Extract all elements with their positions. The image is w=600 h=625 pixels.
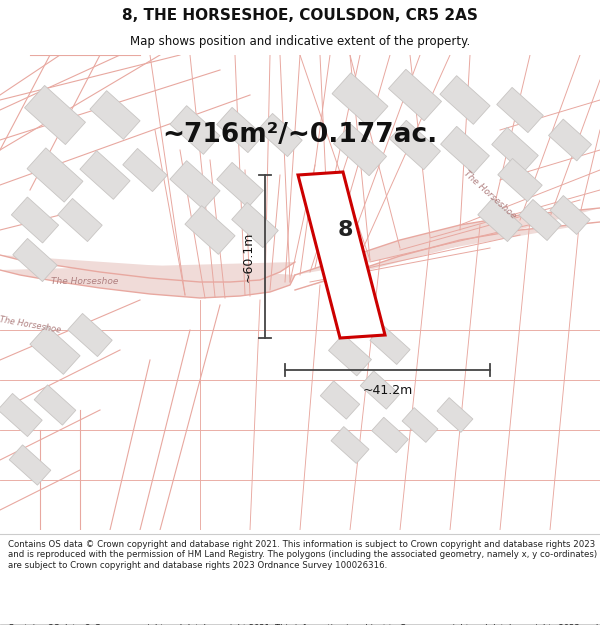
Polygon shape <box>361 371 400 409</box>
Polygon shape <box>13 239 57 281</box>
Polygon shape <box>491 127 538 172</box>
Text: ~60.1m: ~60.1m <box>242 231 255 282</box>
Polygon shape <box>389 121 440 169</box>
Polygon shape <box>478 199 522 241</box>
Text: Contains OS data © Crown copyright and database right 2021. This information is : Contains OS data © Crown copyright and d… <box>8 624 598 625</box>
Text: Map shows position and indicative extent of the property.: Map shows position and indicative extent… <box>130 35 470 48</box>
Polygon shape <box>9 445 51 485</box>
Text: 8: 8 <box>337 220 353 240</box>
Text: Contains OS data © Crown copyright and database right 2021. This information is : Contains OS data © Crown copyright and d… <box>8 540 597 570</box>
Polygon shape <box>320 381 359 419</box>
Text: ~41.2m: ~41.2m <box>362 384 413 397</box>
Polygon shape <box>58 199 102 241</box>
Polygon shape <box>68 314 112 356</box>
Polygon shape <box>519 199 561 241</box>
Polygon shape <box>329 334 371 376</box>
Polygon shape <box>332 73 388 127</box>
Text: ~716m²/~0.177ac.: ~716m²/~0.177ac. <box>163 122 437 148</box>
Polygon shape <box>11 197 59 243</box>
Polygon shape <box>440 126 490 174</box>
Polygon shape <box>217 162 263 208</box>
Polygon shape <box>295 208 600 290</box>
Polygon shape <box>440 76 490 124</box>
Polygon shape <box>27 148 83 202</box>
Polygon shape <box>170 106 220 154</box>
Polygon shape <box>548 119 592 161</box>
Polygon shape <box>370 326 410 364</box>
Text: The Horseshoe: The Horseshoe <box>52 278 119 286</box>
Polygon shape <box>217 107 263 152</box>
Polygon shape <box>25 86 85 144</box>
Polygon shape <box>34 385 76 425</box>
Polygon shape <box>298 172 385 338</box>
Polygon shape <box>550 196 590 234</box>
Polygon shape <box>388 69 442 121</box>
Polygon shape <box>0 394 42 436</box>
Text: 8, THE HORSESHOE, COULSDON, CR5 2AS: 8, THE HORSESHOE, COULSDON, CR5 2AS <box>122 8 478 23</box>
Polygon shape <box>80 151 130 199</box>
Polygon shape <box>351 308 379 336</box>
Polygon shape <box>123 149 167 191</box>
Polygon shape <box>437 398 473 432</box>
Polygon shape <box>232 202 278 248</box>
Polygon shape <box>334 124 386 176</box>
Polygon shape <box>170 161 220 209</box>
Text: The Horseshoe: The Horseshoe <box>0 315 61 335</box>
Text: The Horseshoe: The Horseshoe <box>462 169 518 221</box>
Polygon shape <box>258 114 302 156</box>
Polygon shape <box>331 427 369 463</box>
Polygon shape <box>90 91 140 139</box>
Polygon shape <box>30 326 80 374</box>
Polygon shape <box>498 159 542 201</box>
Polygon shape <box>372 418 408 452</box>
Polygon shape <box>402 408 438 442</box>
Polygon shape <box>497 88 544 132</box>
Polygon shape <box>0 255 295 298</box>
Polygon shape <box>185 206 235 254</box>
